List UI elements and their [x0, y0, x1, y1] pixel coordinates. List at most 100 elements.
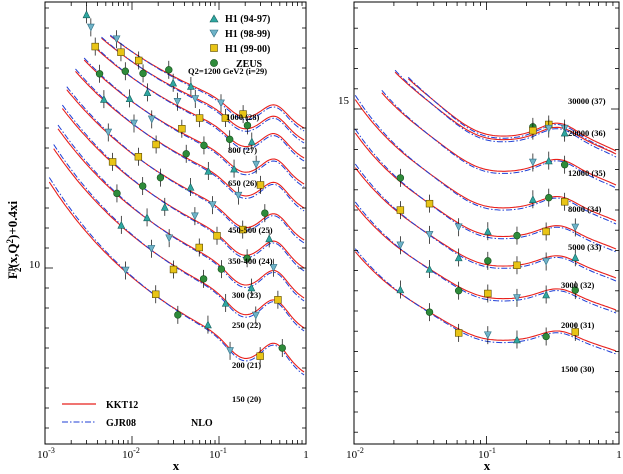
- data-point-zeus: [156, 173, 165, 182]
- legend-label-h1-9497: H1 (94-97): [225, 14, 270, 25]
- gjr08-curve: [75, 68, 305, 212]
- data-point-h1-9899: [234, 191, 243, 200]
- data-point-h1-9497: [513, 335, 521, 344]
- kkt12-curve: [61, 108, 305, 269]
- data-point-h1-9900: [454, 329, 463, 337]
- data-point-h1-9900: [152, 140, 160, 149]
- kkt12-curve: [101, 37, 305, 141]
- gjr08-curve: [407, 76, 617, 155]
- data-point-h1-9899: [251, 311, 260, 320]
- right-panel-frame: [353, 1, 620, 445]
- data-point-h1-9900: [91, 42, 99, 51]
- data-point-zeus: [217, 265, 226, 273]
- data-point-h1-9899: [269, 264, 278, 272]
- data-point-h1-9900: [108, 158, 117, 166]
- data-point-zeus: [484, 257, 492, 265]
- kkt12-curve: [407, 78, 617, 152]
- kkt12-curve: [354, 99, 617, 222]
- data-point-zeus: [513, 231, 521, 240]
- data-point-h1-9497: [204, 320, 212, 329]
- series-label: 250 (22): [232, 320, 261, 330]
- data-point-h1-9899: [513, 294, 521, 302]
- right-x-tick-label: 10-2: [346, 446, 364, 461]
- data-point-h1-9497: [143, 213, 151, 222]
- data-point-h1-9497: [247, 283, 256, 292]
- right-panel: 30000 (37) 20000 (36) 12000 (35) 8000 (34) 5…: [338, 1, 622, 473]
- data-point-zeus: [545, 193, 553, 202]
- data-point-h1-9899: [454, 223, 463, 232]
- data-point-h1-9899: [217, 99, 225, 108]
- series-label: 30000 (37): [568, 96, 606, 106]
- legend-marker-h1-9899: [209, 29, 219, 38]
- kkt12-curve: [75, 71, 305, 209]
- series-label: 1000 (28): [226, 112, 259, 122]
- data-point-h1-9900: [560, 198, 569, 206]
- data-point-h1-9497: [542, 290, 551, 299]
- left-y-tick-label: 10: [29, 259, 41, 271]
- data-point-zeus: [278, 344, 286, 352]
- data-point-h1-9900: [256, 181, 265, 189]
- legend-marker-h1-9900: [210, 44, 218, 52]
- data-point-h1-9900: [239, 225, 247, 234]
- series-label: 20000 (36): [568, 128, 606, 138]
- data-point-h1-9497: [169, 78, 178, 87]
- data-point-h1-9900: [274, 296, 282, 304]
- series-label: 5000 (33): [568, 242, 601, 252]
- left-x-tick-label: 1: [303, 449, 309, 461]
- data-point-h1-9900: [239, 110, 247, 118]
- data-point-zeus: [226, 135, 234, 144]
- kkt12-curve: [53, 148, 305, 329]
- data-point-h1-9497: [425, 264, 434, 273]
- data-point-h1-9900: [513, 261, 521, 269]
- gjr08-curve: [354, 201, 617, 314]
- right-y-tick-label: 15: [338, 95, 350, 107]
- data-point-h1-9900: [484, 289, 492, 298]
- series-label: 3000 (32): [561, 280, 594, 290]
- gjr08-curve: [354, 95, 617, 225]
- data-point-h1-9900: [195, 243, 203, 252]
- gjr08-curve: [101, 36, 305, 144]
- data-point-h1-9497: [571, 253, 580, 261]
- data-point-h1-9497: [544, 156, 553, 165]
- legend-label-gjr08: GJR08: [106, 418, 136, 429]
- data-point-h1-9900: [529, 126, 537, 135]
- data-point-h1-9900: [396, 206, 405, 214]
- right-series-labels: 30000 (37) 20000 (36) 12000 (35) 8000 (34) 5…: [561, 96, 606, 374]
- data-point-h1-9497: [117, 220, 126, 229]
- data-point-h1-9497: [230, 164, 238, 173]
- data-point-zeus: [560, 161, 569, 169]
- data-point-h1-9899: [544, 124, 553, 133]
- series-label: 1500 (30): [561, 364, 594, 374]
- data-point-zeus: [95, 70, 104, 78]
- series-label: 12000 (35): [568, 168, 606, 178]
- data-point-zeus: [571, 286, 579, 294]
- data-point-h1-9497: [265, 234, 274, 243]
- left-x-tick-label: 10-2: [122, 446, 140, 461]
- data-point-zeus: [113, 189, 121, 198]
- data-point-h1-9900: [571, 328, 579, 336]
- data-point-h1-9497: [143, 88, 152, 97]
- right-axis-ticks: [353, 2, 619, 444]
- series-label: 650 (26): [228, 178, 257, 188]
- data-point-h1-9899: [191, 212, 199, 221]
- annotation-nlo: NLO: [191, 418, 213, 429]
- data-point-h1-9899: [191, 95, 200, 104]
- data-point-h1-9497: [204, 166, 213, 175]
- data-point-zeus: [139, 69, 147, 78]
- data-point-zeus: [165, 66, 173, 74]
- right-data-points: [396, 115, 580, 349]
- fit-legend: KKT12 GJR08 NLO: [62, 400, 213, 429]
- data-point-h1-9900: [221, 114, 230, 122]
- data-point-h1-9899: [226, 347, 234, 355]
- gjr08-curve: [109, 34, 305, 132]
- data-point-h1-9899: [121, 266, 130, 275]
- left-data-points: [82, 5, 286, 366]
- data-point-h1-9900: [425, 199, 434, 208]
- gjr08-curve: [48, 177, 305, 376]
- series-label: 450-500 (25): [228, 225, 273, 235]
- data-point-h1-9900: [256, 352, 264, 360]
- data-point-h1-9899: [130, 119, 138, 128]
- data-point-zeus: [121, 67, 130, 75]
- series-label: 300 (23): [232, 290, 261, 300]
- data-point-zeus: [139, 182, 147, 190]
